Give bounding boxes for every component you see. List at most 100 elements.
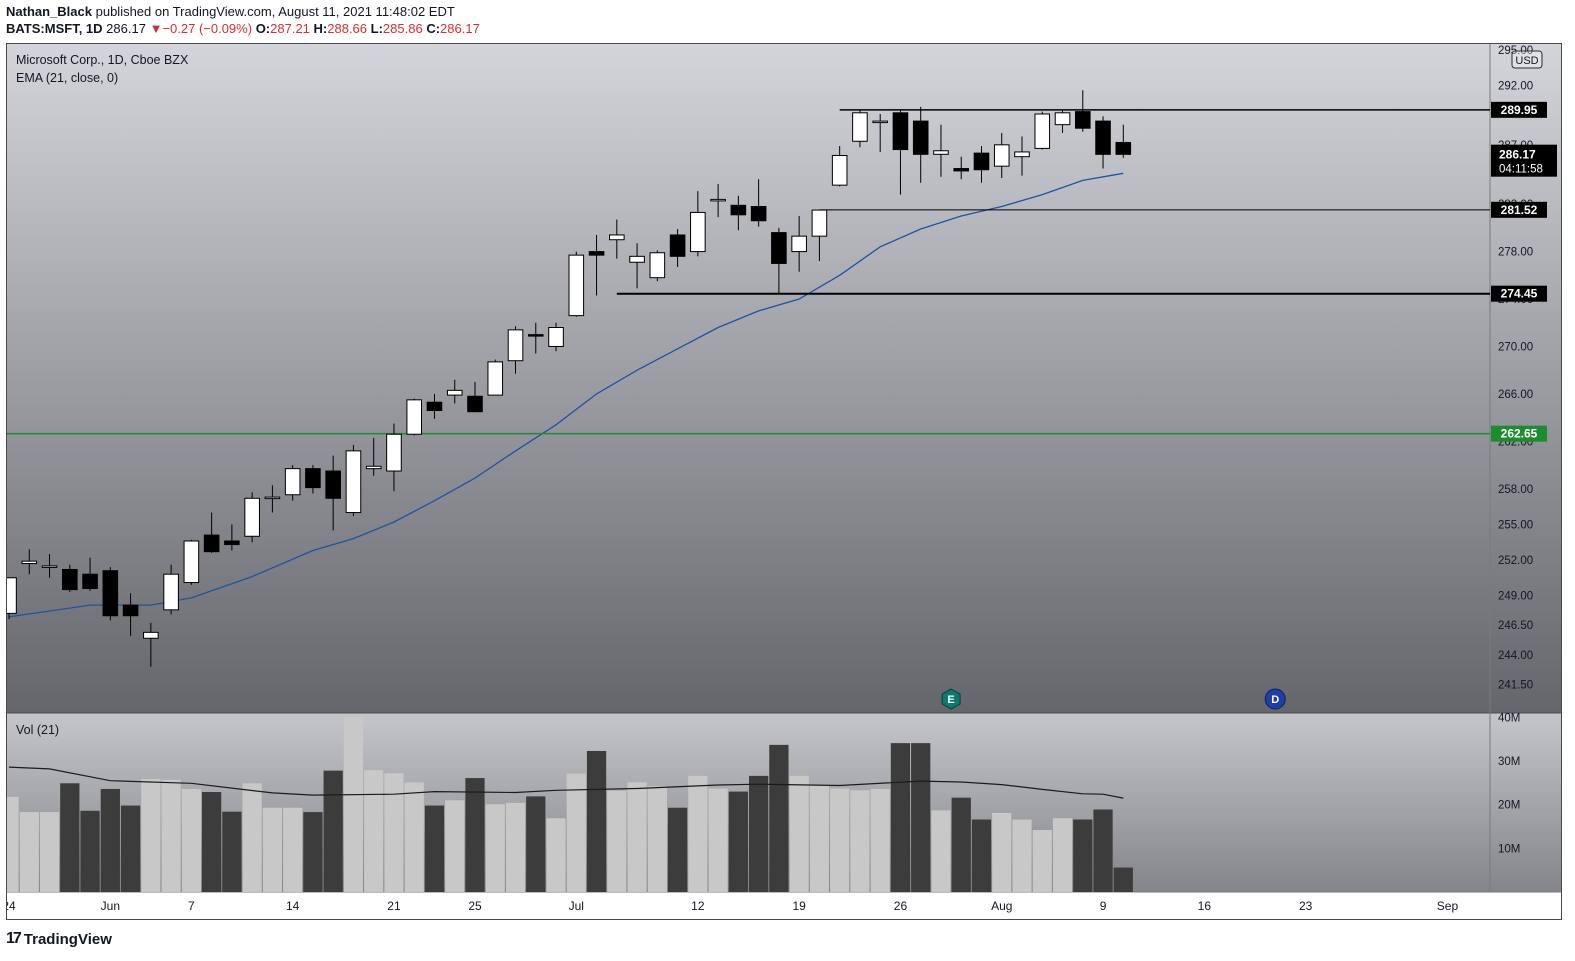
volume-bar <box>1012 819 1032 892</box>
close-label: C: <box>426 21 441 36</box>
candle-up[interactable] <box>183 540 200 584</box>
chart-svg[interactable]: 241.50 244.00 246.50 249.00 252.00 255.00 258.… <box>7 44 1561 919</box>
time-axis-tick: 7 <box>188 899 195 913</box>
candle-up[interactable] <box>933 150 949 155</box>
author-name[interactable]: Nathan_Black <box>6 4 92 19</box>
volume-bar <box>546 818 566 892</box>
candle-down[interactable] <box>325 470 341 499</box>
level-price-label-bg <box>1491 201 1547 218</box>
candle-up[interactable] <box>1034 113 1051 149</box>
candle-up[interactable] <box>690 211 706 253</box>
candle-down[interactable] <box>892 112 909 151</box>
candle-down[interactable] <box>973 152 990 171</box>
candle-down[interactable] <box>953 168 970 172</box>
last-price-label-bg <box>1491 144 1557 177</box>
candle-down[interactable] <box>426 401 443 412</box>
candle-up[interactable] <box>386 433 402 472</box>
candle-down[interactable] <box>1074 111 1091 129</box>
legend-title[interactable]: Microsoft Corp., 1D, Cboe BZX <box>16 53 189 67</box>
candle-down[interactable] <box>1095 120 1111 155</box>
chart-container[interactable]: 241.50 244.00 246.50 249.00 252.00 255.00 258.… <box>6 43 1562 920</box>
candle-up[interactable] <box>831 155 848 186</box>
candle-down[interactable] <box>62 568 78 591</box>
candle-up[interactable] <box>284 468 301 496</box>
candle-up[interactable] <box>365 465 382 470</box>
candle-up[interactable] <box>710 198 726 202</box>
candle-down[interactable] <box>122 604 139 617</box>
candle-down[interactable] <box>305 468 321 489</box>
currency-badge[interactable] <box>1511 50 1543 69</box>
price-axis-tick: 241.50 <box>1498 680 1533 692</box>
volume-bar <box>181 788 201 892</box>
volume-bar <box>384 773 404 892</box>
candle-up[interactable] <box>852 112 868 142</box>
volume-bar <box>708 788 728 892</box>
volume-bar <box>789 775 809 892</box>
candle-up[interactable] <box>264 496 281 500</box>
candle-up[interactable] <box>1054 112 1071 126</box>
low-label: L: <box>370 21 383 36</box>
candle-down[interactable] <box>224 540 240 546</box>
legend-volume[interactable]: Vol (21) <box>16 723 59 737</box>
candle-up[interactable] <box>993 144 1010 167</box>
candle-up[interactable] <box>1014 151 1030 158</box>
candle-up[interactable] <box>143 631 159 639</box>
volume-bar <box>201 792 222 892</box>
volume-bar <box>1093 809 1113 892</box>
candle-up[interactable] <box>41 565 58 568</box>
volume-bar <box>60 783 80 892</box>
candle-up[interactable] <box>649 252 666 279</box>
candle-down[interactable] <box>588 251 605 256</box>
price-pane-background <box>7 44 1561 713</box>
candle-up[interactable] <box>811 209 828 237</box>
level-price-label-bg <box>1491 285 1547 302</box>
tradingview-logo[interactable]: 17 TradingView <box>6 930 112 948</box>
candle-down[interactable] <box>1115 141 1132 155</box>
legend-ema[interactable]: EMA (21, close, 0) <box>16 71 118 85</box>
candle-down[interactable] <box>82 573 98 589</box>
dividend-event-icon[interactable] <box>1264 688 1286 710</box>
candle-up[interactable] <box>872 120 888 124</box>
time-axis-tick: Jul <box>569 899 584 913</box>
candle-down[interactable] <box>912 120 929 155</box>
candle-down[interactable] <box>102 570 119 617</box>
time-axis-tick: Sep <box>1437 899 1459 913</box>
candle-down[interactable] <box>771 232 787 264</box>
event-label: E <box>947 694 954 706</box>
candle-up[interactable] <box>163 573 179 611</box>
candle-up[interactable] <box>548 326 564 347</box>
candle-up[interactable] <box>21 560 38 565</box>
candle-down[interactable] <box>750 206 767 222</box>
volume-bar <box>303 812 323 892</box>
time-axis-tick: 12 <box>691 899 705 913</box>
volume-bar <box>1032 830 1052 892</box>
currency-label: USD <box>1515 55 1538 67</box>
logo-mark-icon: 17 <box>6 930 22 947</box>
volume-bar <box>7 796 19 892</box>
volume-bar <box>1052 818 1073 892</box>
candle-up[interactable] <box>406 399 423 435</box>
candle-up[interactable] <box>507 329 524 362</box>
high-label: H: <box>313 21 328 36</box>
time-axis-tick: 14 <box>286 899 300 913</box>
candle-down[interactable] <box>203 534 220 553</box>
candle-up[interactable] <box>629 255 645 263</box>
candle-down[interactable] <box>669 234 686 257</box>
candle-down[interactable] <box>467 395 483 413</box>
volume-bar <box>627 782 647 892</box>
candle-up[interactable] <box>7 577 17 614</box>
candle-up[interactable] <box>791 235 807 253</box>
candle-down[interactable] <box>730 204 747 216</box>
earnings-event-icon[interactable] <box>941 688 961 710</box>
candle-up[interactable] <box>345 450 362 514</box>
candle-up[interactable] <box>609 234 625 241</box>
candle-down[interactable] <box>527 334 544 337</box>
candle-up[interactable] <box>446 389 463 396</box>
price-axis-tick: 278.00 <box>1498 247 1533 259</box>
candle-up[interactable] <box>244 497 260 537</box>
candle-up[interactable] <box>568 254 585 317</box>
time-axis-tick: 23 <box>1299 899 1313 913</box>
time-axis-background <box>7 892 1561 919</box>
price-axis-tick: 258.00 <box>1498 484 1533 496</box>
candle-up[interactable] <box>487 361 504 396</box>
